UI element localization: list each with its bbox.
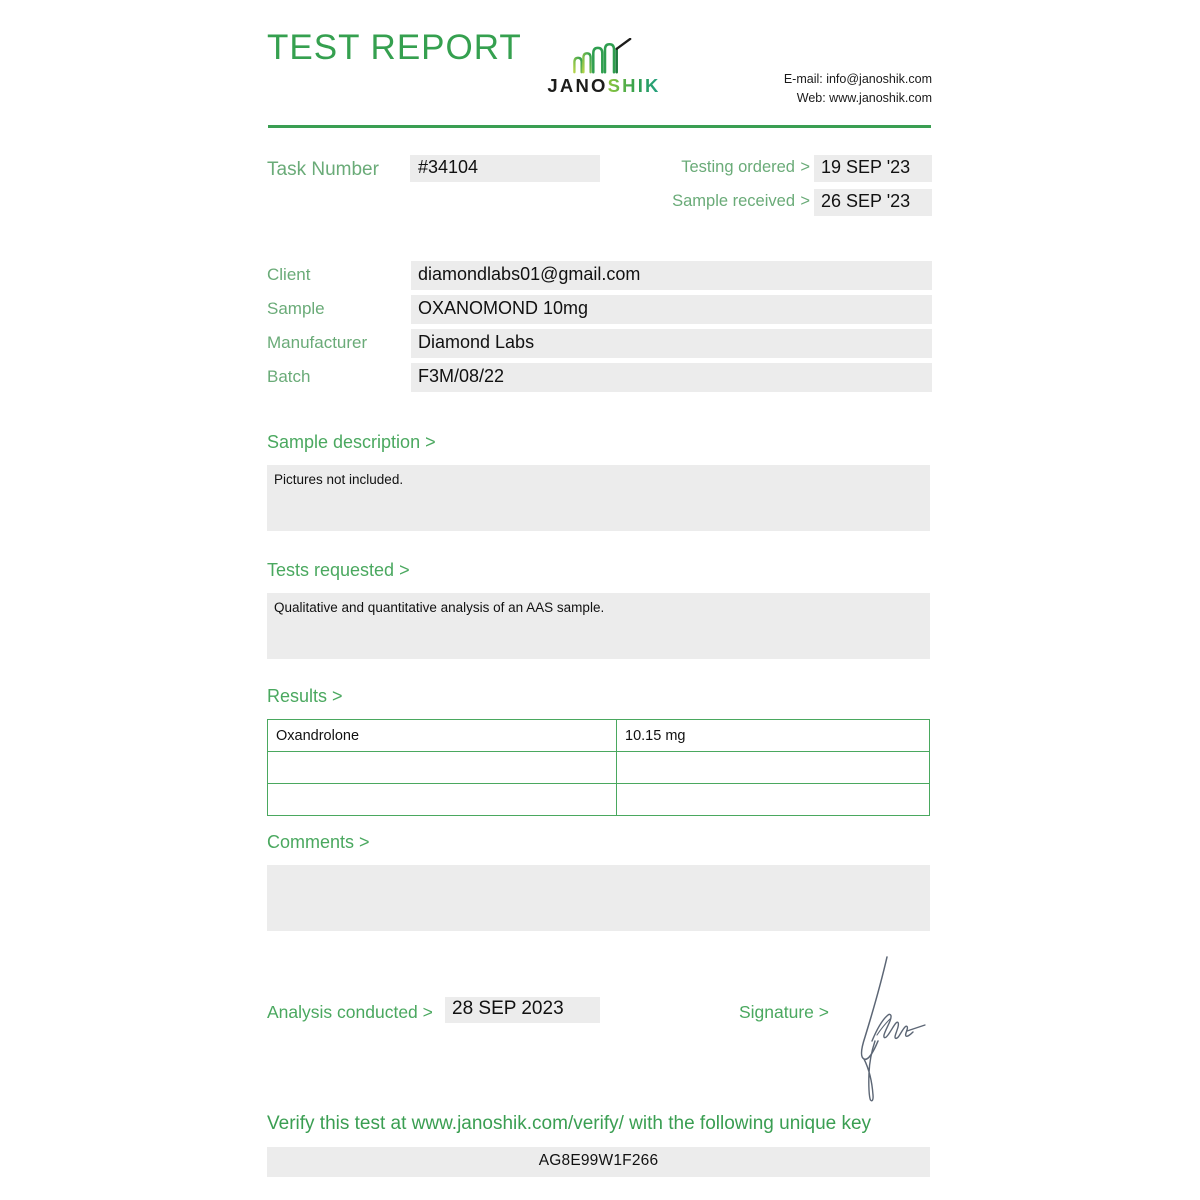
tests-requested-heading: Tests requested > xyxy=(267,560,410,580)
brand-word-jano: JANO xyxy=(547,75,608,96)
contact-block: E-mail: info@janoshik.com Web: www.janos… xyxy=(784,70,932,108)
sample-received-value: 26 SEP '23 xyxy=(821,191,911,211)
field-sample-box: OXANOMOND 10mg xyxy=(411,295,932,324)
report-sheet: TEST REPORT JANOSHIK xyxy=(267,0,932,1177)
signature-label: Signature > xyxy=(739,1002,829,1022)
results-table: Oxandrolone 10.15 mg xyxy=(267,719,930,816)
section-comments: Comments > xyxy=(267,832,932,931)
sample-description-text: Pictures not included. xyxy=(274,472,404,487)
table-row xyxy=(267,751,930,784)
contact-email: E-mail: info@janoshik.com xyxy=(783,72,932,86)
field-batch-box: F3M/08/22 xyxy=(411,363,932,392)
verify-footer: Verify this test at www.janoshik.com/ver… xyxy=(267,1113,932,1177)
field-client: Client diamondlabs01@gmail.com xyxy=(267,261,932,290)
field-manufacturer-label: Manufacturer xyxy=(267,333,368,352)
result-name-cell: Oxandrolone xyxy=(267,719,617,752)
testing-ordered-caret-icon: > xyxy=(800,158,810,176)
task-number-label: Task Number xyxy=(267,159,379,180)
tests-requested-box: Qualitative and quantitative analysis of… xyxy=(267,593,930,659)
testing-ordered-value: 19 SEP '23 xyxy=(821,157,911,177)
sample-info-fields: Client diamondlabs01@gmail.com Sample OX… xyxy=(267,261,932,397)
report-header: TEST REPORT JANOSHIK xyxy=(267,0,932,128)
section-sample-description: Sample description > Pictures not includ… xyxy=(267,432,932,531)
signature-row: Analysis conducted > 28 SEP 2023 Signatu… xyxy=(267,956,932,1115)
sample-received-caret-icon: > xyxy=(800,192,810,210)
sample-description-heading: Sample description > xyxy=(267,432,436,452)
section-results: Results > Oxandrolone 10.15 mg xyxy=(267,686,932,816)
contact-web: Web: www.janoshik.com xyxy=(796,91,932,105)
field-sample-label: Sample xyxy=(267,299,325,318)
analysis-conducted-label: Analysis conducted > xyxy=(267,1002,433,1022)
comments-heading: Comments > xyxy=(267,832,370,852)
section-tests-requested: Tests requested > Qualitative and quanti… xyxy=(267,560,932,659)
task-row: Task Number #34104 Testing ordered > 19 … xyxy=(267,155,932,219)
field-client-box: diamondlabs01@gmail.com xyxy=(411,261,932,290)
sample-received-label: Sample received xyxy=(672,192,795,210)
handwritten-signature-icon xyxy=(860,956,926,1102)
verify-key-box: AG8E99W1F266 xyxy=(267,1147,930,1177)
result-amount-cell xyxy=(616,751,930,784)
ascending-bars-logo-icon xyxy=(573,38,632,74)
field-client-value: diamondlabs01@gmail.com xyxy=(418,264,641,284)
results-heading: Results > xyxy=(267,686,343,706)
field-batch-label: Batch xyxy=(267,367,311,386)
result-name-cell xyxy=(267,783,617,816)
field-manufacturer-box: Diamond Labs xyxy=(411,329,932,358)
header-divider xyxy=(268,125,931,128)
field-client-label: Client xyxy=(267,265,311,284)
field-manufacturer-value: Diamond Labs xyxy=(418,332,535,352)
tests-requested-text: Qualitative and quantitative analysis of… xyxy=(274,600,605,615)
testing-ordered-label: Testing ordered xyxy=(681,158,795,176)
verify-instruction: Verify this test at www.janoshik.com/ver… xyxy=(267,1113,872,1134)
testing-ordered-row: Testing ordered > 19 SEP '23 xyxy=(652,155,932,182)
table-row xyxy=(267,783,930,816)
sample-received-row: Sample received > 26 SEP '23 xyxy=(652,189,932,216)
field-manufacturer: Manufacturer Diamond Labs xyxy=(267,329,932,358)
result-amount-cell: 10.15 mg xyxy=(616,719,930,752)
testing-ordered-field: 19 SEP '23 xyxy=(814,155,932,182)
verify-key-value: AG8E99W1F266 xyxy=(538,1152,659,1169)
brand-word-shik: SHIK xyxy=(607,75,661,96)
brand-wordmark: JANOSHIK xyxy=(539,75,669,97)
field-sample: Sample OXANOMOND 10mg xyxy=(267,295,932,324)
janoshik-logo: JANOSHIK xyxy=(539,38,669,97)
comments-box xyxy=(267,865,930,931)
field-batch: Batch F3M/08/22 xyxy=(267,363,932,392)
page-title: TEST REPORT xyxy=(267,28,522,67)
result-name-cell xyxy=(267,751,617,784)
task-number-value: #34104 xyxy=(418,157,479,177)
result-amount-cell xyxy=(616,783,930,816)
table-row: Oxandrolone 10.15 mg xyxy=(267,719,930,752)
task-number-field: #34104 xyxy=(410,155,600,182)
field-sample-value: OXANOMOND 10mg xyxy=(418,298,589,318)
sample-description-box: Pictures not included. xyxy=(267,465,930,531)
analysis-conducted-field: 28 SEP 2023 xyxy=(445,997,600,1023)
sample-received-field: 26 SEP '23 xyxy=(814,189,932,216)
analysis-conducted-value: 28 SEP 2023 xyxy=(452,998,564,1019)
field-batch-value: F3M/08/22 xyxy=(418,366,505,386)
